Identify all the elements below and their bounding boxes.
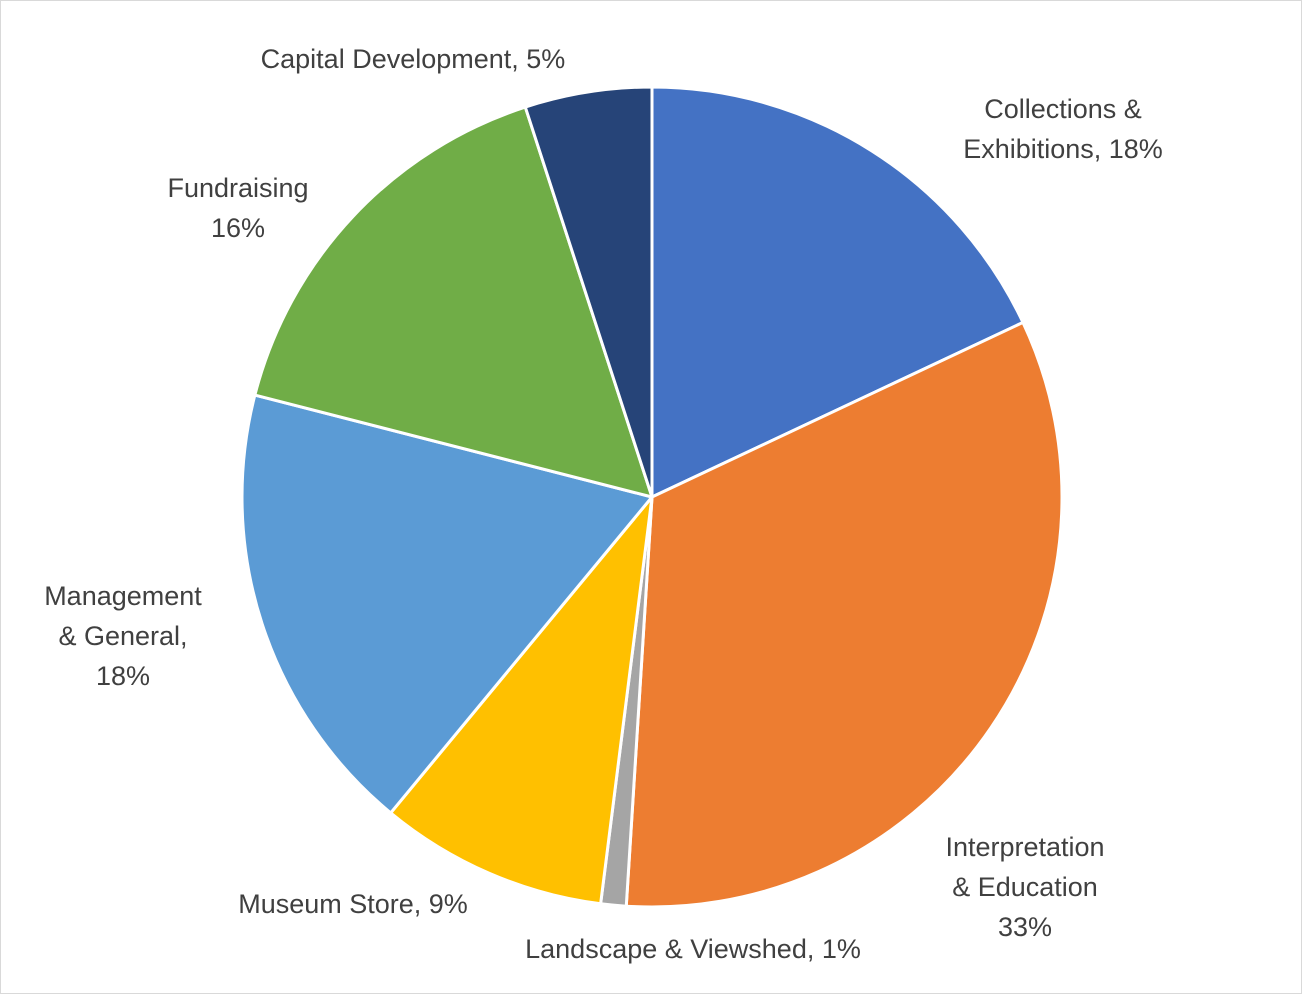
data-label-line: Landscape & Viewshed, 1% [525, 934, 861, 964]
data-label-line: & Education [952, 872, 1098, 902]
pie-labels: Collections & Exhibitions, 18% Interpretat… [44, 44, 1163, 964]
pie-slices [240, 85, 1064, 909]
pie-slice-management-general [240, 393, 654, 815]
data-label-landscape-viewshed: Landscape & Viewshed, 1% [525, 934, 861, 964]
data-label-management-general: Management & General, 18% [44, 581, 202, 691]
data-label-line: Exhibitions, 18% [963, 134, 1163, 164]
data-label-line: 18% [96, 661, 150, 691]
data-label-line: & General, [58, 621, 187, 651]
pie-slice-collections-exhibitions [650, 85, 1025, 499]
data-label-line: 33% [998, 912, 1052, 942]
pie-slice-capital-development [523, 85, 654, 499]
data-label-line: Collections & [984, 94, 1142, 124]
pie-slice-museum-store [389, 495, 654, 906]
data-label-line: Capital Development, 5% [261, 44, 566, 74]
data-label-interpretation-education: Interpretation & Education 33% [945, 832, 1104, 942]
data-label-line: Museum Store, 9% [238, 889, 468, 919]
data-label-collections-exhibitions: Collections & Exhibitions, 18% [963, 94, 1163, 164]
data-label-line: Management [44, 581, 202, 611]
data-label-fundraising: Fundraising 16% [167, 173, 308, 243]
pie-slice-interpretation-education [624, 320, 1064, 909]
pie-slice-fundraising [253, 105, 654, 499]
data-label-line: Interpretation [945, 832, 1104, 862]
data-label-capital-development: Capital Development, 5% [261, 44, 566, 74]
data-label-line: Fundraising [167, 173, 308, 203]
data-label-line: 16% [211, 213, 265, 243]
data-label-museum-store: Museum Store, 9% [238, 889, 468, 919]
